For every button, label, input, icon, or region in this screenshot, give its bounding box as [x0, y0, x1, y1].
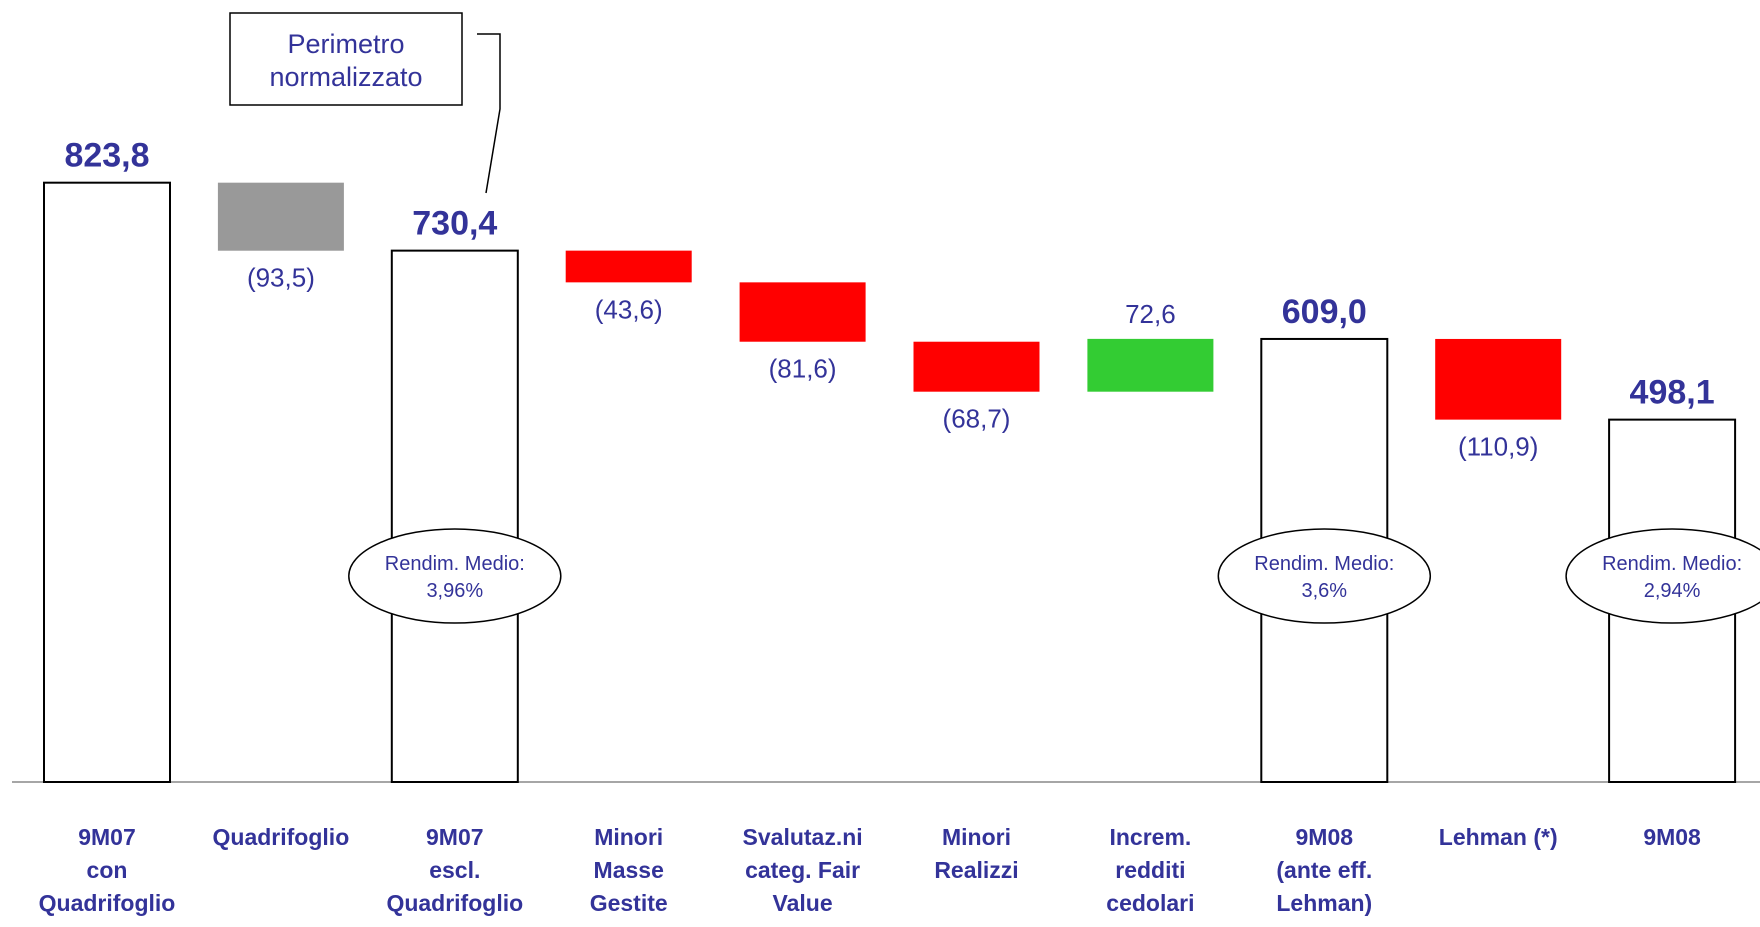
- category-label: Minori Realizzi: [934, 824, 1018, 883]
- category-label: Quadrifoglio: [213, 824, 350, 850]
- bar: [739, 282, 866, 342]
- bar: [565, 250, 692, 283]
- bar: [390, 249, 519, 784]
- value-label: (68,7): [943, 404, 1011, 434]
- ellipse-callout: [348, 528, 562, 624]
- value-label: 609,0: [1282, 293, 1367, 331]
- category-label: 9M08 (ante eff. Lehman): [1276, 824, 1372, 916]
- category-label: 9M08: [1643, 824, 1701, 850]
- ellipse-callout: [1565, 528, 1760, 624]
- value-label: (93,5): [247, 263, 315, 293]
- ellipse-text: Rendim. Medio: 3,6%: [1254, 553, 1394, 602]
- value-label: 823,8: [64, 137, 149, 175]
- value-label: 498,1: [1630, 374, 1715, 412]
- category-label: 9M07 con Quadrifoglio: [39, 824, 176, 916]
- callout-box: [229, 12, 463, 106]
- bar: [1435, 338, 1562, 420]
- category-label: Increm. redditi cedolari: [1106, 824, 1194, 916]
- category-label: Lehman (*): [1439, 824, 1558, 850]
- value-label: 72,6: [1125, 299, 1176, 329]
- ellipse-text: Rendim. Medio: 3,96%: [385, 553, 525, 602]
- bar: [913, 341, 1040, 392]
- bar: [43, 181, 171, 784]
- bar: [217, 182, 344, 251]
- callout-line: [477, 33, 501, 194]
- value-label: (43,6): [595, 294, 663, 324]
- value-label: 730,4: [412, 205, 497, 243]
- ellipse-text: Rendim. Medio: 2,94%: [1602, 553, 1742, 602]
- value-label: (110,9): [1458, 432, 1538, 462]
- bar: [1087, 338, 1214, 392]
- value-label: (81,6): [769, 354, 837, 384]
- category-label: Minori Masse Gestite: [590, 824, 668, 916]
- category-label: Svalutaz.ni categ. Fair Value: [743, 824, 863, 916]
- category-label: 9M07 escl. Quadrifoglio: [386, 824, 523, 916]
- ellipse-callout: [1217, 528, 1432, 624]
- callout-text: Perimetro normalizzato: [269, 29, 422, 92]
